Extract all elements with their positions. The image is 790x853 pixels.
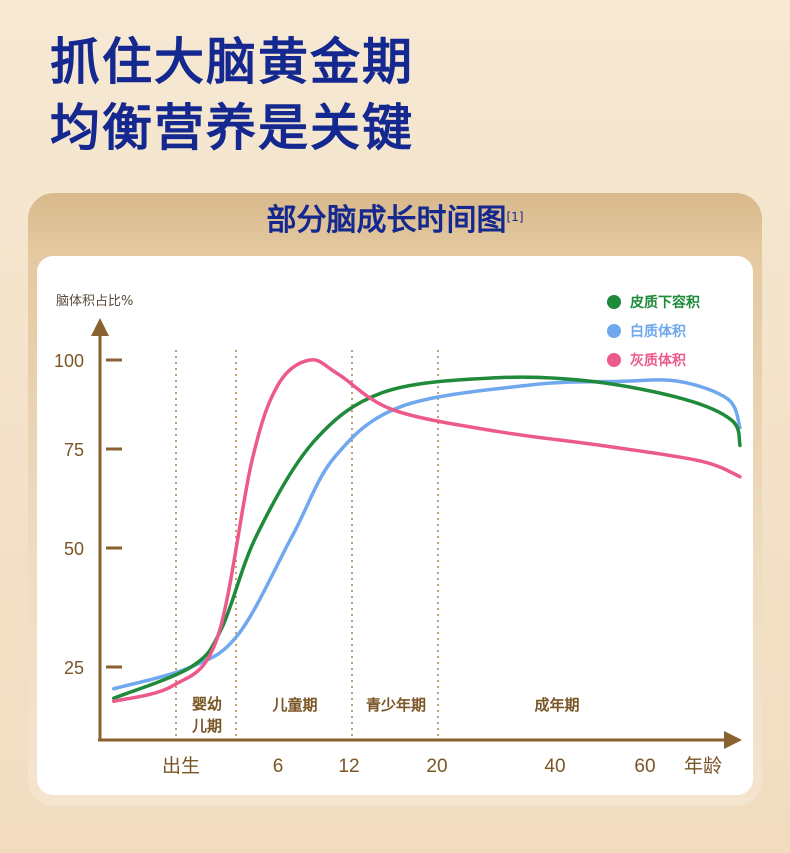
card-title-text: 部分脑成长时间图 — [266, 203, 507, 238]
card-title: 部分脑成长时间图[1] — [28, 201, 762, 241]
headline-line1: 抓住大脑黄金期 — [50, 33, 414, 91]
legend-label-0: 皮质下容积 — [629, 294, 700, 311]
phase-label-3: 成年期 — [534, 696, 579, 714]
legend-marker-0 — [607, 295, 621, 309]
y-tick-label-100: 100 — [54, 351, 84, 371]
series-line-1 — [111, 378, 742, 691]
y-tick-label-50: 50 — [64, 539, 84, 559]
x-tick-label-0: 出生 — [162, 755, 200, 777]
x-axis-arrow — [724, 731, 742, 749]
y-tick-label-25: 25 — [64, 658, 84, 678]
y-axis-title: 脑体积占比% — [56, 294, 133, 309]
legend-marker-1 — [607, 324, 621, 338]
x-tick-label-3: 20 — [426, 756, 447, 777]
x-tick-label-4: 40 — [544, 756, 565, 777]
phase-label-0-line2: 儿期 — [191, 717, 222, 735]
legend-marker-2 — [607, 353, 621, 367]
phase-label-1: 儿童期 — [271, 696, 317, 714]
y-axis-arrow — [91, 318, 109, 336]
axes-group: 100 75 50 25 出生 6 12 20 40 60 年龄 — [54, 318, 742, 777]
series-line-0 — [111, 375, 742, 700]
phase-label-0: 婴幼 — [192, 695, 222, 713]
card-footnote: [1] — [506, 210, 524, 224]
phase-label-2: 青少年期 — [366, 696, 426, 714]
legend-label-2: 灰质体积 — [630, 352, 686, 369]
x-tick-label-5: 60 — [634, 756, 655, 777]
series-line-2 — [111, 358, 742, 704]
series-group — [111, 358, 742, 704]
y-tick-label-75: 75 — [64, 440, 84, 460]
x-tick-label-2: 12 — [338, 756, 359, 777]
headline-line2: 均衡营养是关键 — [50, 99, 414, 157]
chart-panel — [37, 256, 753, 795]
x-axis-title: 年龄 — [684, 755, 722, 777]
x-tick-label-1: 6 — [273, 756, 284, 777]
legend-label-1: 白质体积 — [630, 323, 686, 340]
